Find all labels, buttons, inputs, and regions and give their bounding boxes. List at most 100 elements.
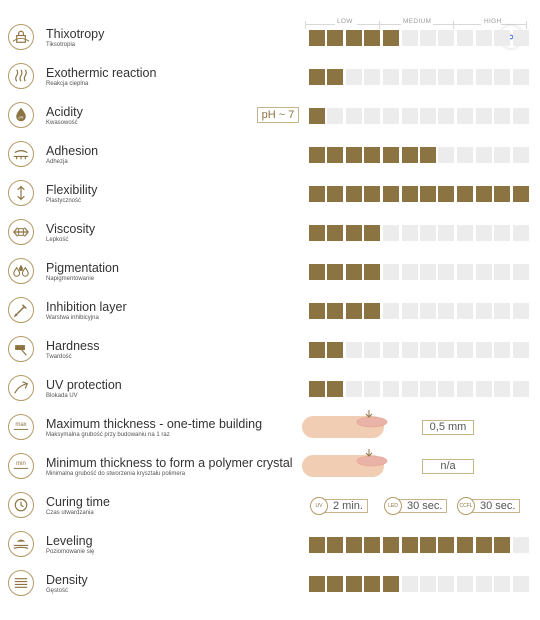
- level-segment-empty: [494, 342, 511, 358]
- property-title: Adhesion: [46, 144, 99, 158]
- property-title: Flexibility: [46, 183, 98, 197]
- property-title: Exothermic reaction: [46, 66, 157, 80]
- thickness-value: 0,5 mm: [422, 420, 474, 435]
- level-segment-empty: [401, 342, 418, 358]
- finger-nail-illustration: [302, 408, 397, 442]
- row-flexibility: Flexibility Plastyczność: [0, 174, 540, 213]
- level-segment-filled: [383, 147, 400, 163]
- level-bar: [309, 576, 531, 592]
- property-subtitle: Gęstość: [46, 588, 69, 594]
- level-segment-filled: [345, 576, 362, 592]
- level-segment-empty: [364, 108, 381, 124]
- level-bar: [309, 264, 531, 280]
- level-segment-empty: [475, 576, 492, 592]
- lock-icon: [8, 24, 34, 50]
- level-segment-filled: [327, 186, 344, 202]
- level-segment-filled: [327, 381, 344, 397]
- level-segment-empty: [364, 342, 381, 358]
- level-segment-empty: [512, 576, 529, 592]
- level-segment-empty: [383, 342, 400, 358]
- property-subtitle: Kwasowość: [46, 120, 78, 126]
- level-segment-filled: [401, 147, 418, 163]
- row-adhesion: Adhesion Adhezja: [0, 135, 540, 174]
- level-segment-filled: [309, 108, 325, 124]
- level-segment-filled: [345, 147, 362, 163]
- level-segment-filled: [438, 186, 455, 202]
- level-segment-empty: [512, 537, 529, 553]
- level-bar: [309, 147, 531, 163]
- row-pigmentation: Pigmentation Napigmentowanie: [0, 252, 540, 291]
- property-title: Minimum thickness to form a polymer crys…: [46, 456, 293, 470]
- level-segment-empty: [420, 108, 436, 124]
- row-max-thickness: max Maximum thickness - one-time building…: [0, 408, 540, 447]
- row-density: Density Gęstość: [0, 564, 540, 603]
- row-viscosity: Viscosity Lepkość: [0, 213, 540, 252]
- level-segment-empty: [401, 264, 418, 280]
- level-segment-empty: [475, 303, 492, 319]
- level-segment-empty: [457, 303, 474, 319]
- level-segment-empty: [457, 147, 474, 163]
- level-segment-filled: [309, 69, 325, 85]
- level-segment-empty: [420, 303, 436, 319]
- level-segment-empty: [494, 225, 511, 241]
- level-segment-filled: [438, 537, 455, 553]
- level-segment-empty: [475, 225, 492, 241]
- level-segment-filled: [383, 576, 400, 592]
- level-segment-empty: [457, 264, 474, 280]
- level-segment-empty: [401, 303, 418, 319]
- level-segment-filled: [309, 342, 325, 358]
- level-segment-empty: [327, 108, 344, 124]
- level-segment-filled: [345, 186, 362, 202]
- property-subtitle: Plastyczność: [46, 198, 82, 204]
- level-segment-filled: [364, 537, 381, 553]
- level-segment-empty: [401, 381, 418, 397]
- ph-badge: pH ~ 7: [257, 107, 299, 123]
- level-segment-empty: [401, 225, 418, 241]
- level-segment-empty: [345, 381, 362, 397]
- level-segment-empty: [383, 381, 400, 397]
- level-bar: [309, 342, 531, 358]
- row-hardness: Hardness Twardość: [0, 330, 540, 369]
- level-segment-empty: [512, 69, 529, 85]
- level-segment-empty: [512, 147, 529, 163]
- level-segment-empty: [512, 225, 529, 241]
- property-subtitle: Adhezja: [46, 159, 68, 165]
- level-segment-filled: [327, 576, 344, 592]
- level-segment-filled: [383, 537, 400, 553]
- density-icon: [8, 570, 34, 596]
- row-uv: UV protection Blokada UV: [0, 369, 540, 408]
- level-segment-empty: [383, 225, 400, 241]
- level-segment-empty: [494, 108, 511, 124]
- level-segment-empty: [345, 108, 362, 124]
- level-bar: [309, 186, 531, 202]
- level-segment-empty: [438, 264, 455, 280]
- level-segment-empty: [345, 342, 362, 358]
- property-subtitle: Warstwa inhibicyjna: [46, 315, 99, 321]
- level-segment-empty: [383, 264, 400, 280]
- level-segment-filled: [327, 303, 344, 319]
- scale-low-label: LOW: [337, 18, 353, 25]
- level-segment-filled: [420, 186, 436, 202]
- level-segment-empty: [420, 342, 436, 358]
- property-subtitle: Twardość: [46, 354, 72, 360]
- level-bar: [309, 537, 531, 553]
- level-segment-filled: [364, 147, 381, 163]
- svg-text:pH: pH: [19, 115, 24, 119]
- level-segment-empty: [475, 147, 492, 163]
- level-segment-filled: [475, 186, 492, 202]
- level-bar: [309, 30, 531, 46]
- level-segment-empty: [457, 108, 474, 124]
- level-segment-filled: [309, 537, 325, 553]
- level-segment-empty: [438, 342, 455, 358]
- scale-medium-label: MEDIUM: [403, 18, 432, 25]
- property-subtitle: Czas utwardzania: [46, 510, 94, 516]
- level-segment-empty: [345, 69, 362, 85]
- level-bar: [309, 225, 531, 241]
- level-segment-filled: [309, 576, 325, 592]
- level-segment-empty: [494, 30, 511, 46]
- level-segment-filled: [309, 264, 325, 280]
- scale-legend: LOW MEDIUM HIGH: [305, 18, 527, 30]
- level-segment-filled: [345, 264, 362, 280]
- property-title: Viscosity: [46, 222, 96, 236]
- level-segment-filled: [309, 225, 325, 241]
